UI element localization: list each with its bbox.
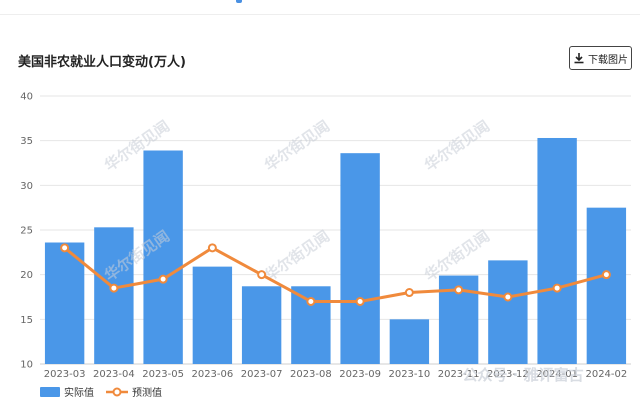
watermark-text: 华尔街见闻 [421, 117, 493, 175]
forecast-point [207, 243, 217, 253]
bar [192, 266, 233, 364]
watermark-text: 华尔街见闻 [261, 227, 333, 285]
y-tick-label: 15 [20, 315, 33, 326]
legend-label-forecast: 预测值 [132, 386, 162, 399]
bar [537, 137, 577, 364]
x-tick-label: 2024-02 [585, 369, 627, 380]
bar [94, 227, 134, 364]
forecast-point [306, 296, 316, 306]
y-tick-label: 35 [20, 136, 33, 147]
forecast-point [158, 274, 168, 284]
y-tick-label: 10 [20, 360, 33, 371]
y-tick-label: 25 [20, 226, 33, 237]
tab-indicator [236, 0, 242, 3]
download-image-button[interactable]: 下载图片 [569, 46, 632, 70]
footer-watermark: 公众号 · 雅评富古 [462, 366, 583, 384]
y-tick-label: 40 [20, 92, 33, 103]
y-tick-label: 20 [20, 270, 33, 281]
forecast-point [552, 283, 562, 293]
x-tick-label: 2023-06 [191, 369, 233, 380]
x-tick-label: 2023-04 [93, 369, 135, 380]
bar [143, 150, 183, 364]
x-tick-label: 2023-08 [290, 369, 332, 380]
forecast-point [404, 288, 414, 298]
bar [389, 319, 430, 364]
watermark-text: 华尔街见闻 [261, 117, 333, 175]
forecast-line [63, 246, 607, 303]
x-tick-label: 2023-10 [388, 369, 430, 380]
x-tick-label: 2023-03 [44, 369, 86, 380]
legend-swatch-actual [40, 387, 60, 397]
legend-label-actual: 实际值 [64, 386, 94, 399]
forecast-point [503, 292, 513, 302]
x-tick-label: 2023-09 [339, 369, 381, 380]
download-image-label: 下载图片 [588, 54, 628, 66]
x-tick-label: 2024-01 [536, 369, 578, 380]
chart-title: 美国非农就业人口变动(万人) [18, 55, 186, 70]
forecast-point [109, 283, 119, 293]
y-tick-label: 30 [20, 181, 33, 192]
top-divider [0, 14, 640, 15]
x-tick-label: 2023-12 [487, 369, 529, 380]
forecast-point [60, 243, 70, 253]
forecast-point [355, 296, 365, 306]
download-icon [573, 52, 585, 64]
forecast-point [454, 285, 464, 295]
forecast-point [601, 270, 611, 280]
bar [44, 242, 85, 364]
bar [586, 207, 627, 364]
x-tick-label: 2023-11 [438, 369, 480, 380]
bar [340, 153, 380, 364]
forecast-point [257, 270, 267, 280]
bar [488, 260, 528, 364]
x-tick-label: 2023-07 [241, 369, 283, 380]
bar [241, 286, 282, 364]
x-tick-label: 2023-05 [142, 369, 184, 380]
legend-marker-forecast [112, 387, 122, 397]
